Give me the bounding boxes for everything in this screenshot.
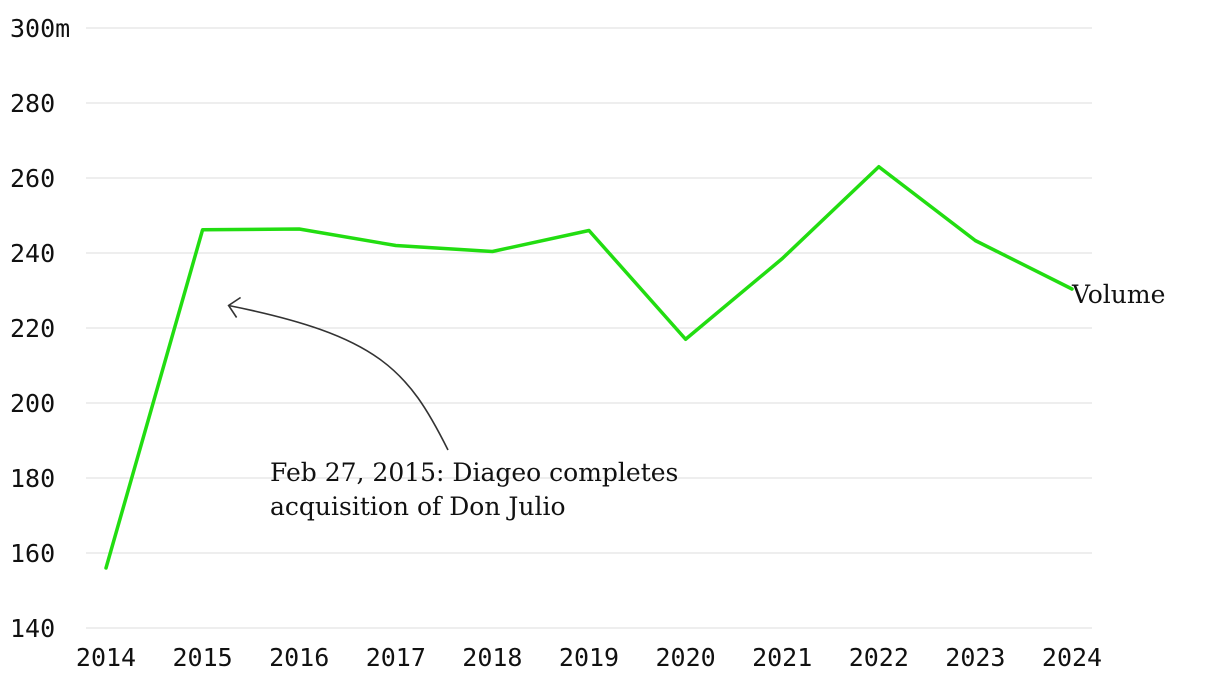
data-point-2021 bbox=[780, 257, 784, 261]
annotation-arrowhead bbox=[227, 296, 242, 318]
gridlines bbox=[86, 27, 1092, 629]
data-point-2016 bbox=[297, 227, 301, 231]
series-layer: Volume bbox=[104, 165, 1165, 570]
y-tick-label-200: 200 bbox=[10, 389, 55, 418]
data-point-2019 bbox=[587, 229, 591, 232]
x-tick-label-2019: 2019 bbox=[559, 643, 619, 672]
y-tick-label-260: 260 bbox=[10, 164, 55, 193]
data-point-2020 bbox=[684, 337, 688, 341]
y-axis-ticks: 140 160 180 200 220 240 260 280 300m bbox=[10, 14, 70, 643]
annotation-text-line-1: Feb 27, 2015: Diageo completes bbox=[270, 458, 678, 487]
annotation-arrow bbox=[228, 304, 449, 451]
y-tick-label-220: 220 bbox=[10, 314, 55, 343]
x-axis-ticks: 2014 2015 2016 2017 2018 2019 2020 2021 2022 2023… bbox=[76, 643, 1102, 672]
series-line-volume bbox=[104, 165, 1074, 570]
annotation-text-line-2: acquisition of Don Julio bbox=[270, 492, 566, 521]
x-tick-label-2024: 2024 bbox=[1042, 643, 1102, 672]
data-point-2015 bbox=[201, 228, 205, 232]
data-point-2014 bbox=[104, 566, 108, 570]
x-tick-label-2023: 2023 bbox=[945, 643, 1005, 672]
y-tick-label-160: 160 bbox=[10, 539, 55, 568]
x-tick-label-2020: 2020 bbox=[655, 643, 715, 672]
y-tick-label-140: 140 bbox=[10, 614, 55, 643]
data-point-2017 bbox=[394, 244, 398, 247]
x-tick-label-2016: 2016 bbox=[269, 643, 329, 672]
annotation: Feb 27, 2015: Diageo completes acquisiti… bbox=[227, 296, 678, 521]
y-tick-label-300: 300m bbox=[10, 14, 70, 43]
x-tick-label-2018: 2018 bbox=[462, 643, 522, 672]
data-point-2023 bbox=[973, 239, 977, 243]
x-tick-label-2022: 2022 bbox=[849, 643, 909, 672]
y-tick-label-180: 180 bbox=[10, 464, 55, 493]
data-point-2018 bbox=[490, 250, 494, 253]
y-tick-label-240: 240 bbox=[10, 239, 55, 268]
data-point-2022 bbox=[877, 165, 881, 169]
series-label-volume: Volume bbox=[1071, 280, 1165, 309]
x-tick-label-2017: 2017 bbox=[366, 643, 426, 672]
x-tick-label-2021: 2021 bbox=[752, 643, 812, 672]
y-tick-label-280: 280 bbox=[10, 89, 55, 118]
data-point-2024 bbox=[1070, 287, 1074, 291]
x-tick-label-2015: 2015 bbox=[172, 643, 232, 672]
x-tick-label-2014: 2014 bbox=[76, 643, 136, 672]
